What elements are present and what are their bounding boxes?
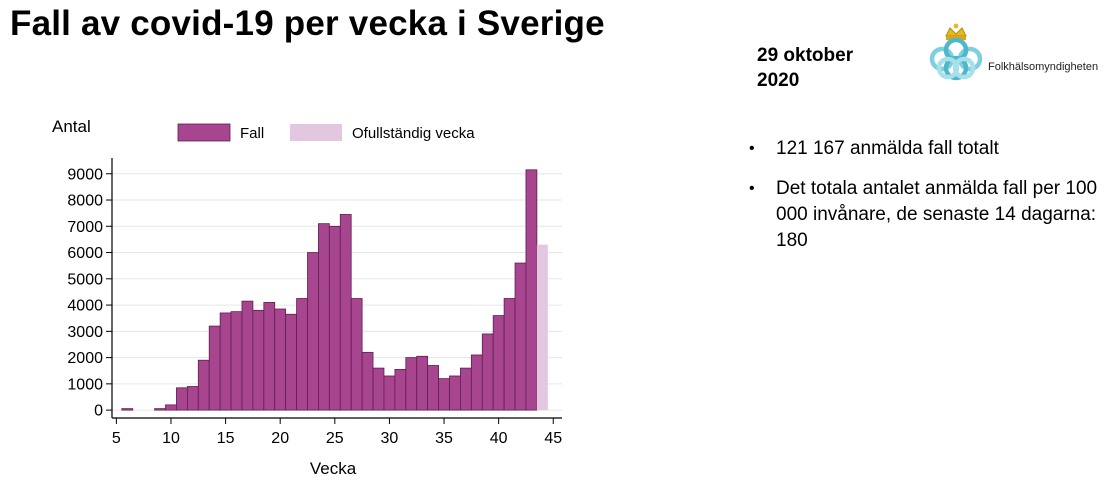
- legend: Fall Ofullständig vecka: [177, 123, 475, 142]
- bar-fall: [219, 312, 232, 411]
- bullet-marker: •: [749, 180, 755, 197]
- bar-fall: [350, 298, 363, 411]
- bar-fall: [274, 308, 287, 411]
- x-tick-label: 45: [544, 430, 562, 447]
- bar-incomplete-week: [536, 244, 548, 411]
- bars: [121, 169, 548, 411]
- bar-fall: [318, 223, 330, 411]
- x-tick-label: 30: [381, 430, 399, 447]
- bar-fall: [339, 214, 352, 411]
- bar-fall: [470, 354, 483, 411]
- bar-fall: [197, 359, 210, 411]
- bar-fall: [263, 302, 276, 411]
- x-tick-label: 40: [490, 430, 508, 447]
- x-tick-label: 35: [435, 430, 453, 447]
- bar-fall: [394, 369, 407, 411]
- crown-rings-logo-icon: [929, 23, 983, 81]
- bullet-text: Det totala antalet anmälda fall per 100 …: [776, 178, 1098, 251]
- x-tick-label: 10: [162, 430, 180, 447]
- date-line-day: 29 oktober: [757, 45, 854, 66]
- slide-title: Fall av covid-19 per vecka i Sverige: [10, 4, 605, 43]
- y-tick-label: 9000: [67, 166, 103, 183]
- bar-fall: [241, 300, 254, 411]
- bar-fall: [416, 355, 429, 411]
- bar-fall: [208, 325, 221, 411]
- bar-fall: [460, 367, 472, 411]
- bar-fall: [492, 315, 505, 411]
- bar-fall: [427, 365, 439, 411]
- bar-fall: [296, 298, 308, 411]
- x-axis-title: Vecka: [310, 459, 357, 478]
- bar-fall: [121, 408, 134, 411]
- chart-svg: 0 1000 2000 3000 4000 5000 6000 7000 8000 9000 5 10…: [52, 117, 562, 478]
- bar-fall: [230, 311, 243, 411]
- legend-label-incomplete: Ofullständig vecka: [352, 125, 475, 142]
- bar-fall: [372, 367, 385, 411]
- bar-fall: [307, 252, 319, 411]
- logo-text: Folkhälsomyndigheten: [988, 61, 1099, 73]
- bar-fall: [252, 309, 265, 411]
- x-tick-label: 15: [217, 430, 235, 447]
- bullet-incidence: • Det totala antalet anmälda fall per 10…: [745, 176, 1115, 254]
- y-tick-label: 7000: [67, 219, 103, 236]
- bar-fall: [154, 408, 166, 411]
- y-tick-label: 1000: [67, 376, 103, 393]
- bar-fall: [361, 351, 374, 411]
- y-tick-label: 3000: [67, 324, 103, 341]
- x-tick-label: 20: [271, 430, 289, 447]
- bar-fall: [405, 357, 418, 411]
- bar-fall: [176, 387, 188, 411]
- axes: 0 1000 2000 3000 4000 5000 6000 7000 8000 9000 5 10…: [67, 158, 562, 447]
- x-tick-label: 25: [326, 430, 344, 447]
- bar-fall: [383, 375, 396, 411]
- bar-fall: [438, 378, 450, 411]
- bar-fall: [328, 225, 341, 411]
- bullet-total-cases: • 121 167 anmälda fall totalt: [745, 136, 1115, 162]
- y-tick-label: 0: [94, 403, 103, 420]
- bar-fall: [186, 386, 199, 411]
- legend-label-fall: Fall: [240, 125, 264, 142]
- bar-fall: [165, 404, 177, 411]
- bullet-marker: •: [749, 140, 755, 157]
- folkhalsomyndigheten-logo: Folkhälsomyndigheten: [924, 22, 1114, 88]
- bar-fall: [449, 375, 461, 411]
- y-tick-label: 4000: [67, 298, 103, 315]
- y-tick-label: 5000: [67, 271, 103, 288]
- bullet-text: 121 167 anmälda fall totalt: [776, 138, 999, 159]
- date-block: 29 oktober 2020: [757, 43, 853, 93]
- bar-fall: [503, 298, 516, 411]
- legend-swatch-incomplete: [290, 124, 342, 141]
- bar-fall: [481, 333, 494, 411]
- y-axis-title: Antal: [52, 117, 91, 136]
- y-tick-label: 2000: [67, 350, 103, 367]
- date-line-year: 2020: [757, 70, 800, 91]
- x-tick-label: 5: [112, 430, 121, 447]
- bar-fall: [514, 262, 527, 411]
- bullet-list: • 121 167 anmälda fall totalt • Det tota…: [745, 136, 1115, 268]
- y-tick-label: 8000: [67, 193, 103, 210]
- bar-fall: [285, 313, 297, 411]
- bar-fall: [525, 169, 538, 411]
- y-tick-label: 6000: [67, 245, 103, 262]
- covid-weekly-chart: 0 1000 2000 3000 4000 5000 6000 7000 8000 9000 5 10…: [0, 100, 600, 490]
- legend-swatch-fall: [177, 123, 231, 142]
